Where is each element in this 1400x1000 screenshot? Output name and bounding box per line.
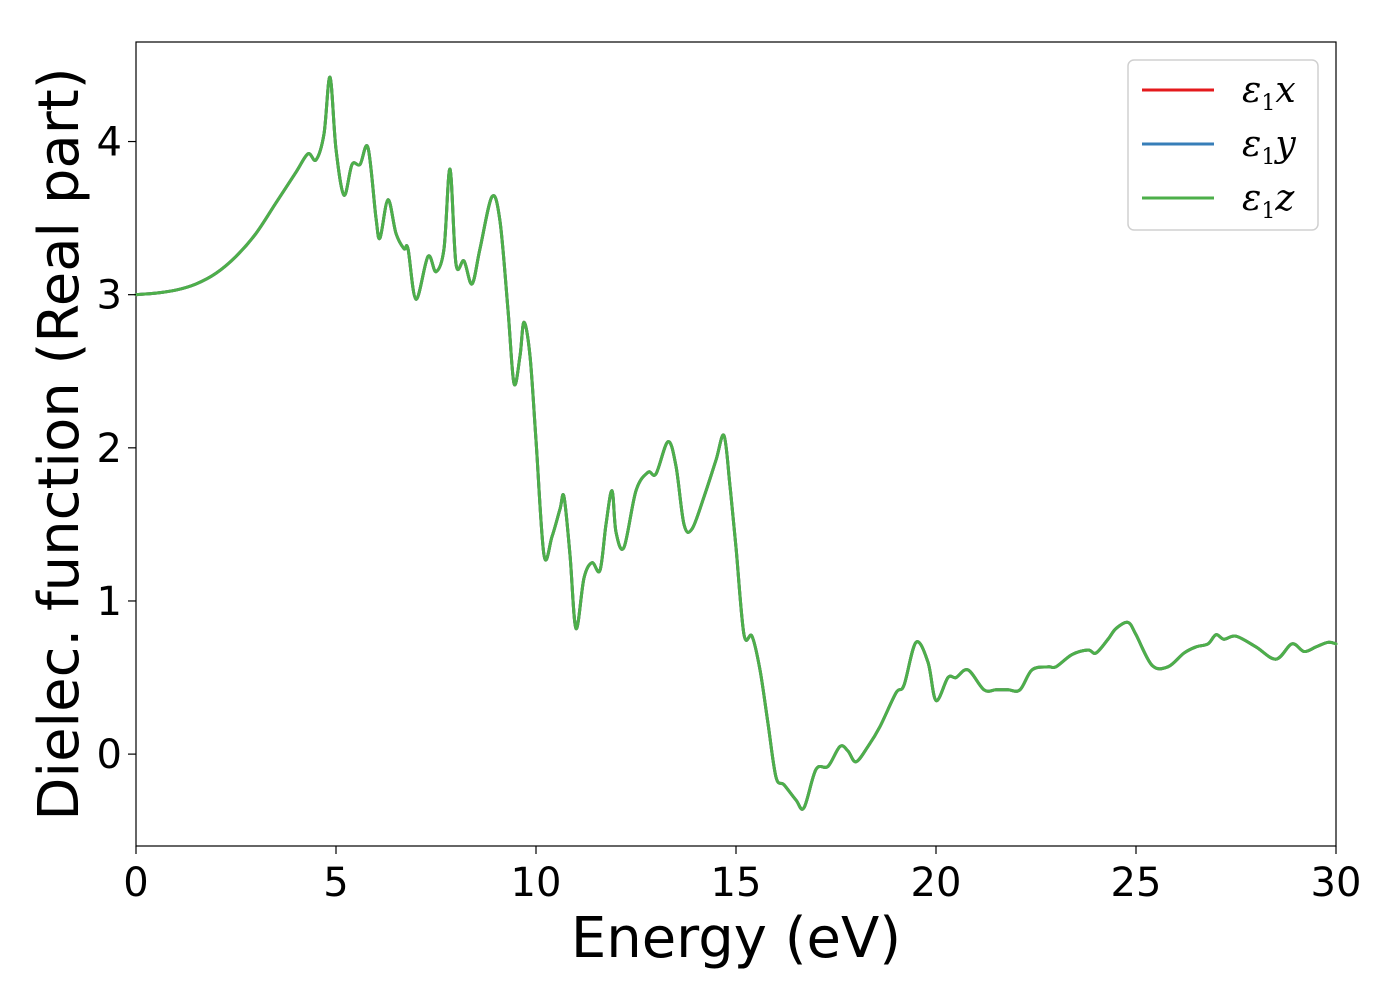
x-tick-label: 5 xyxy=(323,860,348,906)
y-axis-ticks: 0 1 2 3 4 xyxy=(97,120,136,778)
x-axis-ticks: 0 5 10 15 20 25 30 xyxy=(123,846,1361,906)
x-axis-label: Energy (eV) xyxy=(571,906,901,971)
x-tick-label: 30 xyxy=(1311,860,1362,906)
legend: ε1x ε1y ε1z xyxy=(1127,59,1319,231)
x-tick-label: 15 xyxy=(711,860,762,906)
y-tick-label: 1 xyxy=(97,579,122,625)
x-tick-label: 0 xyxy=(123,860,148,906)
x-tick-label: 25 xyxy=(1111,860,1162,906)
series-line-z xyxy=(134,75,1338,811)
y-tick-label: 4 xyxy=(97,120,122,166)
y-axis-label: Dielec. function (Real part) xyxy=(27,67,92,820)
legend-label-z: ε1z xyxy=(1242,178,1295,224)
x-tick-label: 10 xyxy=(511,860,562,906)
legend-items: ε1x ε1y ε1z xyxy=(1142,70,1296,224)
y-tick-label: 2 xyxy=(97,426,122,472)
legend-box xyxy=(1127,59,1319,231)
series-layer xyxy=(134,75,1338,811)
x-tick-label: 20 xyxy=(911,860,962,906)
legend-label-x: ε1x xyxy=(1242,70,1296,116)
y-tick-label: 3 xyxy=(97,273,122,319)
legend-label-y: ε1y xyxy=(1242,124,1296,170)
y-tick-label: 0 xyxy=(97,732,122,778)
